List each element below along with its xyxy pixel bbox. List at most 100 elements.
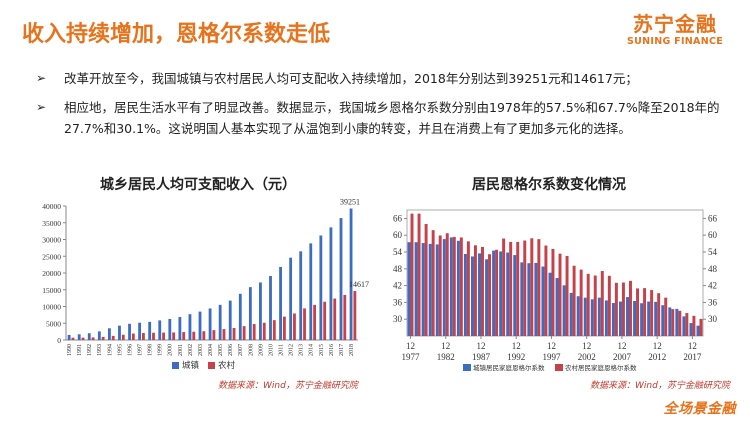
urban-engel-bar — [513, 255, 517, 336]
rural-income-bar — [71, 337, 75, 340]
urban-engel-bar — [555, 278, 559, 336]
urban-engel-bar — [597, 297, 601, 336]
urban-engel-bar — [590, 299, 594, 336]
rural-engel-bar — [445, 233, 449, 336]
rural-engel-bar — [621, 282, 625, 336]
engel-chart-title: 居民恩格尔系数变化情况 — [472, 177, 626, 193]
urban-engel-bar — [696, 325, 700, 336]
x-tick-label: 2016 — [329, 344, 335, 356]
rural-engel-bar — [678, 310, 682, 336]
x-tick-label: 2007 — [238, 344, 244, 356]
urban-income-bar — [77, 334, 81, 340]
urban-engel-bar — [661, 305, 665, 336]
urban-income-bar — [289, 257, 293, 340]
bullet-list: ➢ 改革开放至今，我国城镇与农村居民人均可支配收入持续增加，2018年分别达到3… — [36, 68, 726, 147]
x-tick-month: 12 — [617, 341, 626, 351]
income-chart: 0 5000 10000 15000 20000 25000 30000 35000 40000… — [42, 198, 369, 370]
engel-chart: 3036424854606630364248546066121977121982… — [393, 209, 718, 372]
rural-income-bar — [91, 337, 95, 340]
x-tick-year: 2017 — [683, 352, 702, 362]
rural-engel-bar — [685, 313, 689, 336]
y-tick-label: 30000 — [42, 236, 61, 245]
rural-engel-bar — [452, 236, 456, 336]
x-tick-label: 1995 — [117, 344, 123, 356]
x-tick-year: 2012 — [648, 352, 666, 362]
urban-income-bar — [168, 318, 172, 340]
rural-engel-bar — [565, 255, 569, 336]
rural-engel-bar — [600, 271, 604, 336]
rural-engel-bar — [544, 245, 548, 336]
urban-income-bar — [188, 314, 192, 340]
legend-swatch-rural — [208, 362, 215, 369]
rural-income-bar — [202, 331, 206, 340]
rural-income-bar — [282, 316, 286, 340]
x-tick-month: 12 — [547, 341, 556, 351]
y-tick-label-left: 66 — [393, 213, 403, 223]
urban-income-bar — [138, 322, 142, 340]
rural-income-bar — [222, 329, 226, 340]
rural-engel-bar — [593, 275, 597, 336]
legend-swatch-rural — [555, 364, 563, 371]
x-tick-year: 1977 — [402, 352, 421, 362]
urban-engel-bar — [534, 262, 538, 336]
income-chart-title: 城乡居民人均可支配收入（元） — [100, 177, 296, 193]
x-tick-label: 2014 — [309, 344, 315, 356]
urban-engel-bar — [449, 237, 453, 336]
urban-income-bar — [148, 321, 152, 340]
urban-engel-bar — [435, 244, 439, 336]
urban-engel-bar — [541, 266, 545, 336]
y-tick-label: 35000 — [42, 219, 61, 228]
rural-engel-bar — [537, 239, 541, 336]
y-tick-label: 25000 — [42, 252, 61, 261]
urban-engel-bar — [407, 242, 411, 336]
legend-label-rural: 农村居民家庭恩格尔系数 — [565, 363, 637, 372]
y-tick-label: 40000 — [42, 202, 61, 211]
y-tick-label: 20000 — [42, 269, 61, 278]
rural-engel-bar — [509, 241, 513, 336]
rural-income-bar — [142, 332, 145, 340]
urban-income-bar — [248, 287, 252, 340]
x-tick-label: 1991 — [77, 344, 83, 356]
urban-income-bar — [339, 218, 343, 340]
y-tick-label: 15000 — [42, 286, 61, 295]
rural-income-bar — [182, 332, 186, 340]
x-tick-label: 2008 — [248, 344, 254, 356]
arrow-bullet-icon: ➢ — [36, 71, 47, 85]
urban-income-bar — [97, 331, 101, 340]
rural-income-bar — [131, 333, 135, 340]
x-tick-label: 2006 — [228, 344, 234, 356]
y-tick-label: 5000 — [46, 319, 61, 328]
x-tick-month: 12 — [582, 341, 591, 351]
rural-income-bar — [293, 313, 296, 340]
rural-engel-bar — [431, 230, 435, 336]
rural-engel-bar — [502, 238, 506, 336]
rural-engel-bar — [629, 280, 632, 336]
rural-engel-bar — [417, 213, 421, 336]
data-label: 39251 — [340, 198, 360, 207]
rural-income-bar — [272, 320, 276, 340]
urban-income-bar — [118, 325, 121, 340]
urban-engel-bar — [485, 259, 489, 336]
rural-income-bar — [81, 337, 85, 340]
urban-income-bar — [107, 328, 111, 340]
urban-income-bar — [269, 275, 272, 340]
y-tick-label-right: 54 — [708, 247, 718, 257]
x-tick-year: 2002 — [578, 352, 596, 362]
x-tick-label: 1993 — [97, 344, 103, 356]
y-tick-label-right: 60 — [708, 230, 718, 240]
rural-engel-bar — [636, 288, 640, 336]
rural-engel-bar — [671, 309, 675, 336]
urban-engel-bar — [499, 251, 503, 336]
urban-income-bar — [329, 227, 333, 340]
rural-income-bar — [333, 298, 337, 340]
x-tick-label: 2009 — [258, 344, 264, 356]
bullet-item: ➢ 改革开放至今，我国城镇与农村居民人均可支配收入持续增加，2018年分别达到3… — [36, 68, 726, 89]
urban-income-bar — [87, 333, 91, 340]
urban-engel-bar — [506, 252, 510, 336]
rural-income-bar — [323, 301, 327, 340]
urban-income-bar — [198, 311, 202, 340]
urban-income-bar — [208, 308, 212, 340]
arrow-bullet-icon: ➢ — [36, 100, 47, 114]
rural-income-bar — [303, 308, 306, 340]
rural-engel-bar — [650, 290, 654, 336]
